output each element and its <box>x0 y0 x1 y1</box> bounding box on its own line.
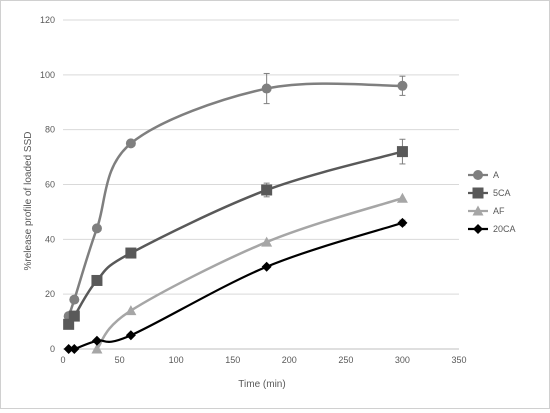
x-tick-label: 350 <box>451 355 466 365</box>
y-tick-label: 20 <box>45 289 55 299</box>
series-20ca <box>63 217 408 354</box>
series-af <box>91 192 408 354</box>
x-tick-label: 200 <box>282 355 297 365</box>
legend-label: 20CA <box>493 224 516 234</box>
data-point-5ca <box>68 310 80 322</box>
y-tick-label: 0 <box>50 344 55 354</box>
data-point-af <box>91 343 103 354</box>
data-point-5ca <box>125 247 137 259</box>
data-point-20ca <box>69 344 80 354</box>
data-point-a <box>91 223 102 234</box>
x-tick-label: 100 <box>169 355 184 365</box>
y-tick-label: 120 <box>40 15 55 25</box>
axes: 0 20 40 60 80 100 120 0 50 100 150 200 250 300 350 <box>40 15 467 365</box>
data-point-20ca <box>63 344 74 354</box>
data-point-af <box>261 236 273 247</box>
series-5ca <box>63 138 408 330</box>
x-tick-label: 150 <box>225 355 240 365</box>
legend-marker <box>472 187 484 199</box>
gridlines <box>63 19 459 295</box>
series-line-af <box>95 197 403 350</box>
x-tick-label: 300 <box>395 355 410 365</box>
data-point-20ca <box>125 330 136 341</box>
series-group <box>63 72 408 354</box>
x-tick-label: 0 <box>60 355 65 365</box>
legend-label: A <box>493 170 499 180</box>
data-point-5ca <box>91 274 103 286</box>
legend-item-20ca: 20CA <box>468 224 516 234</box>
series-a <box>63 72 408 322</box>
data-point-af <box>396 192 408 203</box>
data-point-20ca <box>91 335 102 346</box>
x-axis-title: Time (min) <box>238 379 285 390</box>
legend-item-a: A <box>468 170 499 180</box>
legend-marker <box>473 224 483 234</box>
data-point-af <box>125 305 137 316</box>
data-point-a <box>261 83 272 94</box>
data-point-a <box>397 80 408 91</box>
y-tick-label: 100 <box>40 70 55 80</box>
data-point-5ca <box>63 318 75 330</box>
y-tick-label: 80 <box>45 125 55 135</box>
x-tick-label: 250 <box>338 355 353 365</box>
data-point-a <box>69 294 80 305</box>
x-tick-label: 50 <box>115 355 125 365</box>
legend: A 5CA AF 20CA <box>468 170 516 234</box>
legend-marker <box>472 205 484 216</box>
legend-label: AF <box>493 206 505 216</box>
data-point-a <box>125 138 136 149</box>
y-tick-label: 60 <box>45 180 55 190</box>
legend-item-af: AF <box>468 205 505 216</box>
y-tick-label: 40 <box>45 234 55 244</box>
data-point-20ca <box>261 261 272 272</box>
data-point-5ca <box>396 146 408 158</box>
data-point-20ca <box>397 217 408 228</box>
y-axis-title: %release profile of loaded SSD <box>23 132 34 271</box>
data-point-5ca <box>261 184 273 196</box>
legend-label: 5CA <box>493 188 511 198</box>
legend-marker <box>473 170 483 180</box>
legend-item-5ca: 5CA <box>468 187 511 199</box>
series-line-20ca <box>68 221 403 351</box>
